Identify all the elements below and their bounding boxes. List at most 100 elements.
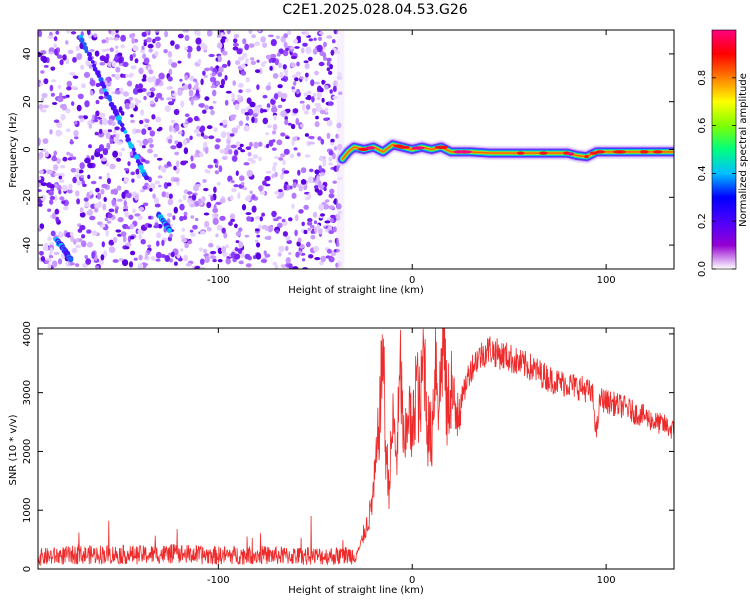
noise-mark: [66, 80, 73, 87]
noise-mark: [47, 35, 54, 39]
noise-mark: [83, 71, 91, 78]
noise-mark: [190, 155, 194, 162]
noise-mark: [76, 180, 82, 186]
noise-mark: [216, 42, 223, 49]
noise-mark: [177, 60, 182, 64]
noise-mark: [225, 90, 232, 94]
noise-mark: [308, 135, 315, 139]
noise-mark: [224, 99, 229, 106]
noise-mark: [307, 56, 313, 62]
noise-mark: [256, 234, 261, 238]
noise-mark: [288, 122, 292, 126]
noise-mark: [246, 169, 253, 177]
noise-mark: [122, 61, 129, 68]
noise-mark: [183, 211, 188, 216]
noise-mark: [307, 221, 313, 226]
noise-mark: [227, 60, 231, 67]
noise-mark: [111, 60, 117, 68]
noise-mark: [108, 30, 112, 35]
noise-mark: [303, 229, 308, 235]
noise-mark: [195, 37, 202, 45]
noise-mark: [303, 60, 309, 64]
noise-mark: [39, 250, 44, 256]
noise-mark: [239, 143, 244, 148]
noise-mark: [42, 245, 49, 251]
noise-mark: [273, 93, 279, 100]
noise-mark: [120, 231, 127, 237]
noise-mark: [265, 225, 269, 232]
y-tick-label: 2000: [22, 439, 33, 464]
noise-mark: [193, 78, 198, 83]
noise-mark: [182, 194, 187, 201]
noise-mark: [202, 135, 209, 140]
noise-mark: [114, 208, 119, 214]
noise-mark: [289, 185, 293, 190]
noise-mark: [321, 97, 325, 103]
noise-mark: [73, 130, 79, 137]
noise-mark: [213, 127, 218, 133]
noise-mark: [181, 227, 186, 232]
noise-mark: [220, 32, 224, 38]
noise-mark: [67, 189, 73, 194]
noise-mark: [231, 155, 238, 162]
noise-mark: [106, 142, 111, 150]
noise-mark: [280, 173, 284, 180]
noise-mark: [147, 76, 154, 83]
noise-mark: [153, 225, 160, 229]
noise-mark: [138, 83, 143, 90]
noise-mark: [245, 196, 251, 202]
streak-mark: [98, 76, 104, 83]
noise-mark: [134, 58, 139, 64]
noise-mark: [328, 156, 333, 162]
noise-mark: [136, 139, 141, 143]
noise-mark: [88, 64, 93, 69]
noise-mark: [277, 84, 283, 89]
noise-mark: [154, 180, 160, 185]
noise-mark: [221, 227, 226, 234]
noise-mark: [328, 162, 333, 166]
noise-mark: [313, 227, 318, 234]
noise-mark: [256, 59, 260, 63]
noise-mark: [187, 240, 193, 244]
noise-mark: [305, 63, 310, 69]
noise-mark: [38, 183, 41, 188]
noise-mark: [154, 50, 159, 57]
noise-mark: [326, 57, 332, 62]
noise-mark: [69, 153, 74, 158]
noise-mark: [220, 78, 226, 86]
noise-mark: [224, 74, 228, 81]
noise-mark: [147, 43, 154, 49]
noise-mark: [204, 104, 209, 110]
noise-mark: [153, 197, 160, 204]
noise-mark: [283, 41, 288, 49]
noise-mark: [220, 131, 227, 139]
noise-mark: [60, 253, 65, 259]
noise-mark: [41, 97, 45, 103]
noise-mark: [68, 183, 73, 191]
noise-mark: [274, 191, 279, 195]
noise-mark: [192, 224, 198, 230]
noise-mark: [231, 187, 237, 193]
noise-mark: [298, 209, 304, 214]
noise-mark: [317, 180, 322, 188]
y-tick-label: 3000: [22, 380, 33, 405]
noise-mark: [318, 203, 325, 211]
noise-mark: [183, 160, 189, 164]
noise-mark: [144, 252, 148, 260]
noise-mark: [200, 132, 205, 137]
noise-mark: [114, 126, 120, 131]
noise-mark: [299, 76, 304, 80]
noise-mark: [237, 56, 245, 61]
noise-mark: [57, 258, 63, 265]
noise-mark: [206, 226, 212, 232]
noise-mark: [300, 179, 307, 185]
noise-mark: [261, 61, 265, 68]
noise-mark: [129, 33, 134, 39]
noise-mark: [265, 85, 271, 91]
noise-mark: [72, 56, 77, 63]
noise-mark: [302, 42, 308, 47]
noise-mark: [130, 119, 135, 123]
noise-mark: [130, 171, 135, 176]
noise-mark: [58, 175, 63, 180]
noise-mark: [184, 243, 189, 249]
